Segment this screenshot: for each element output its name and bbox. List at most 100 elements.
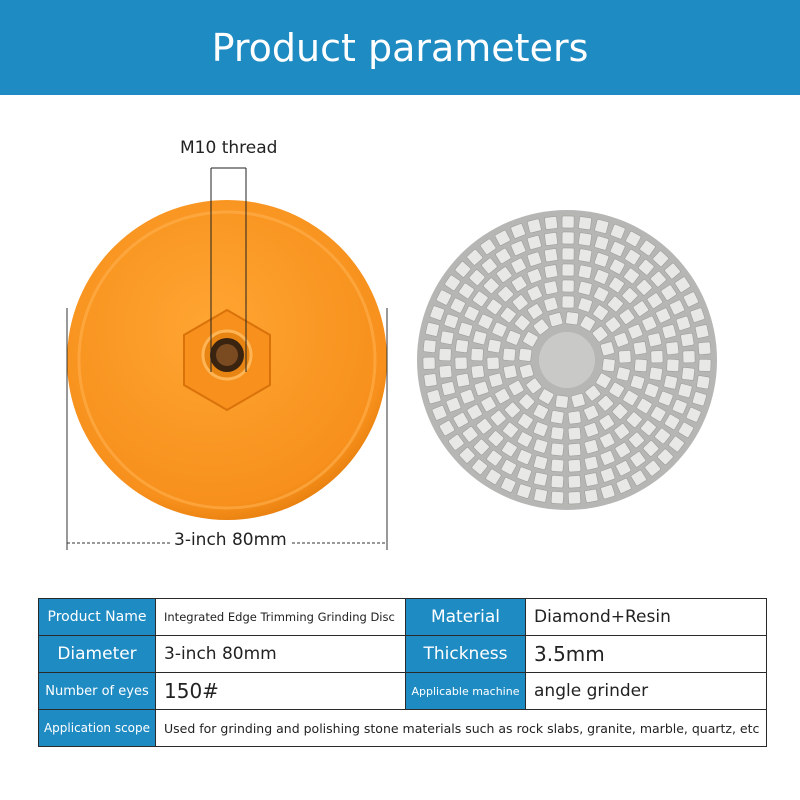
- segment: [527, 235, 542, 250]
- segment: [666, 358, 680, 372]
- segment: [680, 332, 695, 347]
- segment: [514, 314, 531, 332]
- segment: [543, 296, 559, 312]
- segment: [502, 421, 519, 439]
- segment: [454, 261, 472, 278]
- segment: [470, 348, 484, 362]
- segment: [544, 216, 558, 230]
- segment: [565, 311, 579, 326]
- segment: [462, 426, 479, 443]
- segment: [511, 275, 528, 292]
- segment: [550, 458, 565, 473]
- header-title: Product parameters: [0, 0, 800, 95]
- segment: [516, 431, 533, 448]
- segment: [485, 468, 502, 485]
- segment: [639, 239, 656, 257]
- segment: [538, 388, 555, 405]
- segment: [526, 285, 543, 302]
- segment: [561, 295, 575, 309]
- segment: [533, 421, 549, 437]
- segment: [555, 394, 569, 409]
- segment: [438, 348, 452, 362]
- segment: [561, 215, 575, 229]
- segment: [638, 259, 655, 276]
- segment: [611, 403, 629, 420]
- spec-key: Application scope: [38, 709, 156, 747]
- segment: [526, 251, 542, 267]
- segment: [480, 238, 497, 255]
- segment: [439, 330, 455, 345]
- segment: [658, 390, 674, 407]
- segment: [496, 266, 513, 283]
- segment: [445, 397, 462, 413]
- segment: [533, 403, 549, 420]
- thread-label: M10 thread: [176, 138, 282, 158]
- segment: [481, 257, 498, 274]
- segment: [630, 374, 646, 390]
- segment: [443, 313, 459, 329]
- segment: [599, 432, 616, 449]
- segment: [466, 404, 483, 421]
- segment: [503, 364, 518, 379]
- segment: [625, 231, 642, 247]
- segment: [594, 235, 610, 251]
- segment: [650, 271, 667, 288]
- segment: [471, 458, 488, 475]
- segment: [614, 442, 631, 459]
- pad-center: [539, 332, 595, 388]
- segment: [567, 410, 582, 425]
- segment: [438, 364, 453, 379]
- segment: [600, 341, 615, 357]
- segment: [448, 434, 465, 451]
- segment: [633, 341, 648, 356]
- segment: [640, 419, 657, 437]
- segment: [577, 280, 593, 296]
- segment: [609, 241, 626, 257]
- segment: [459, 447, 476, 464]
- segment: [689, 307, 706, 323]
- segment: [473, 438, 490, 456]
- spec-value: 3-inch 80mm: [155, 635, 406, 673]
- spec-value: Used for grinding and polishing stone ma…: [155, 709, 767, 747]
- segment: [519, 363, 534, 379]
- segment: [698, 358, 712, 372]
- segment: [516, 483, 532, 499]
- segment: [533, 455, 548, 470]
- segment: [608, 381, 625, 398]
- segment: [548, 312, 564, 327]
- segment: [436, 289, 452, 306]
- segment: [584, 384, 601, 402]
- segment: [678, 421, 694, 438]
- segment: [510, 240, 527, 256]
- segment: [505, 330, 522, 346]
- segment: [439, 420, 455, 437]
- segment: [422, 356, 436, 370]
- segment: [502, 347, 516, 362]
- segment: [644, 460, 661, 477]
- table-row: Product Name Integrated Edge Trimming Gr…: [38, 598, 767, 636]
- segment: [594, 252, 610, 268]
- segment: [615, 460, 632, 477]
- segment: [510, 257, 527, 274]
- segment: [527, 218, 542, 234]
- spec-value: angle grinder: [525, 672, 767, 710]
- segment: [647, 332, 662, 348]
- segment: [486, 356, 500, 370]
- segment: [525, 377, 543, 394]
- product-images: [66, 167, 717, 550]
- segment: [466, 249, 483, 266]
- spec-table: Product Name Integrated Edge Trimming Gr…: [38, 598, 767, 747]
- segment: [594, 219, 609, 234]
- segment: [583, 439, 599, 454]
- spec-key: Number of eyes: [38, 672, 156, 710]
- segment: [488, 372, 504, 388]
- segment: [533, 471, 548, 487]
- segment: [487, 430, 505, 447]
- segment: [591, 326, 609, 343]
- segment: [422, 339, 437, 353]
- segment: [613, 423, 630, 440]
- segment: [544, 248, 558, 263]
- segment: [490, 409, 507, 427]
- segment: [607, 295, 624, 313]
- segment: [426, 389, 442, 405]
